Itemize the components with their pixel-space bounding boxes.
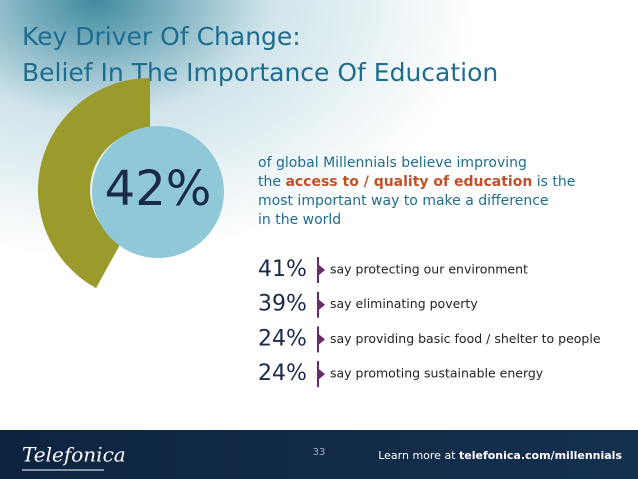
inner-circle: [92, 126, 224, 258]
footer-link: Learn more at telefonica.com/millennials: [378, 449, 622, 462]
link[interactable]: telefonica.com/millennials: [459, 449, 622, 462]
item-text: say promoting sustainable energy: [330, 366, 544, 381]
item-list: 41% say protecting our environment 39% say …: [258, 257, 601, 388]
pointer: [319, 334, 325, 345]
pointer: [319, 299, 325, 310]
item-text: say providing basic food / shelter to pe…: [330, 331, 601, 346]
page-number: 33: [313, 447, 326, 458]
highlight: access to / quality of education: [285, 174, 532, 190]
donut-arc: [37, 78, 150, 289]
text: Learn more at: [378, 449, 456, 462]
item-percent: 39%: [258, 292, 307, 317]
headline-donut: [37, 78, 224, 289]
pointer: [319, 265, 325, 275]
title-line: Key Driver Of Change:: [22, 22, 301, 51]
description: of global Millennials believe improving: [258, 155, 527, 171]
description: the access to / quality of education is …: [258, 174, 575, 190]
description: in the world: [258, 212, 341, 228]
item-text: say protecting our environment: [330, 262, 528, 277]
text: is the: [537, 174, 576, 190]
brand-logo: Telefonica: [22, 443, 126, 467]
headline-value: 42%: [105, 161, 212, 217]
footer: [0, 430, 638, 479]
description: most important way to make a difference: [258, 193, 549, 209]
pointer: [319, 369, 325, 380]
item-percent: 41%: [258, 257, 307, 282]
item-percent: 24%: [258, 361, 307, 386]
text: the: [258, 174, 281, 190]
item-percent: 24%: [258, 326, 307, 351]
item-text: say eliminating poverty: [330, 296, 478, 311]
title-line: Belief In The Importance Of Education: [22, 58, 498, 87]
